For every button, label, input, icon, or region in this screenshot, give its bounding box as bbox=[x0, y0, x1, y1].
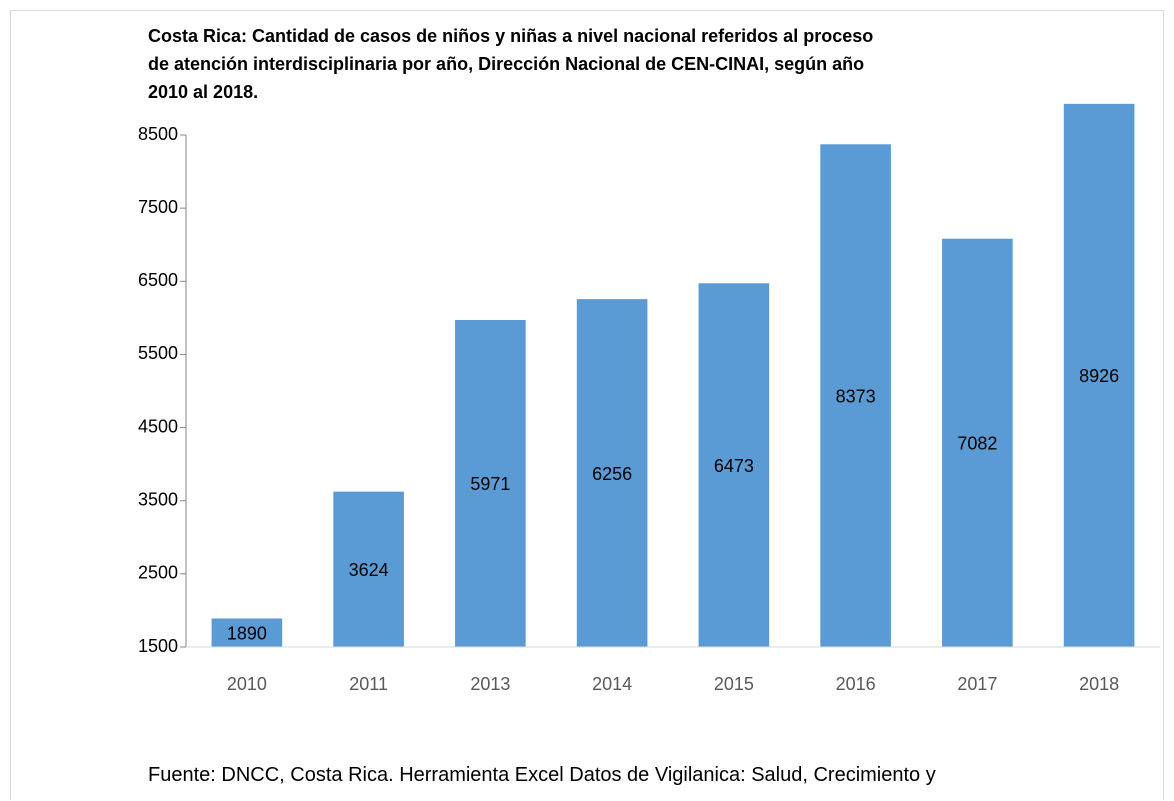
y-tick-label: 3500 bbox=[138, 489, 178, 509]
y-tick-label: 6500 bbox=[138, 270, 178, 290]
bar bbox=[211, 618, 283, 647]
y-tick-label: 2500 bbox=[138, 563, 178, 583]
x-tick-label: 2014 bbox=[592, 674, 632, 694]
bar bbox=[820, 144, 891, 648]
data-label: 6256 bbox=[592, 464, 632, 484]
x-tick-label: 2018 bbox=[1079, 674, 1119, 694]
data-label: 5971 bbox=[470, 474, 510, 494]
chart-title: Costa Rica: Cantidad de casos de niños y… bbox=[148, 26, 874, 102]
x-tick-label: 2010 bbox=[227, 674, 267, 694]
x-tick-label: 2011 bbox=[349, 674, 388, 694]
data-label: 6473 bbox=[714, 456, 754, 476]
y-tick-label: 5500 bbox=[138, 343, 178, 363]
x-tick-label: 2016 bbox=[836, 674, 876, 694]
data-label: 7082 bbox=[957, 434, 997, 454]
data-label: 3624 bbox=[349, 560, 389, 580]
data-label: 8926 bbox=[1079, 366, 1119, 386]
x-tick-label: 2015 bbox=[714, 674, 754, 694]
bar bbox=[698, 283, 770, 647]
source-note: Fuente: DNCC, Costa Rica. Herramienta Ex… bbox=[148, 764, 936, 786]
bar bbox=[333, 491, 404, 647]
bar bbox=[1063, 103, 1135, 648]
chart-frame bbox=[10, 10, 1164, 800]
bar bbox=[942, 238, 1013, 648]
bar bbox=[455, 319, 526, 647]
y-tick-label: 1500 bbox=[138, 636, 178, 656]
data-label: 8373 bbox=[836, 386, 876, 406]
y-tick-label: 7500 bbox=[138, 197, 178, 217]
y-tick-label: 4500 bbox=[138, 416, 178, 436]
data-label: 1890 bbox=[227, 623, 267, 643]
x-tick-label: 2013 bbox=[470, 674, 510, 694]
bar bbox=[576, 299, 648, 647]
y-tick-label: 8500 bbox=[138, 124, 178, 144]
x-tick-label: 2017 bbox=[957, 674, 997, 694]
